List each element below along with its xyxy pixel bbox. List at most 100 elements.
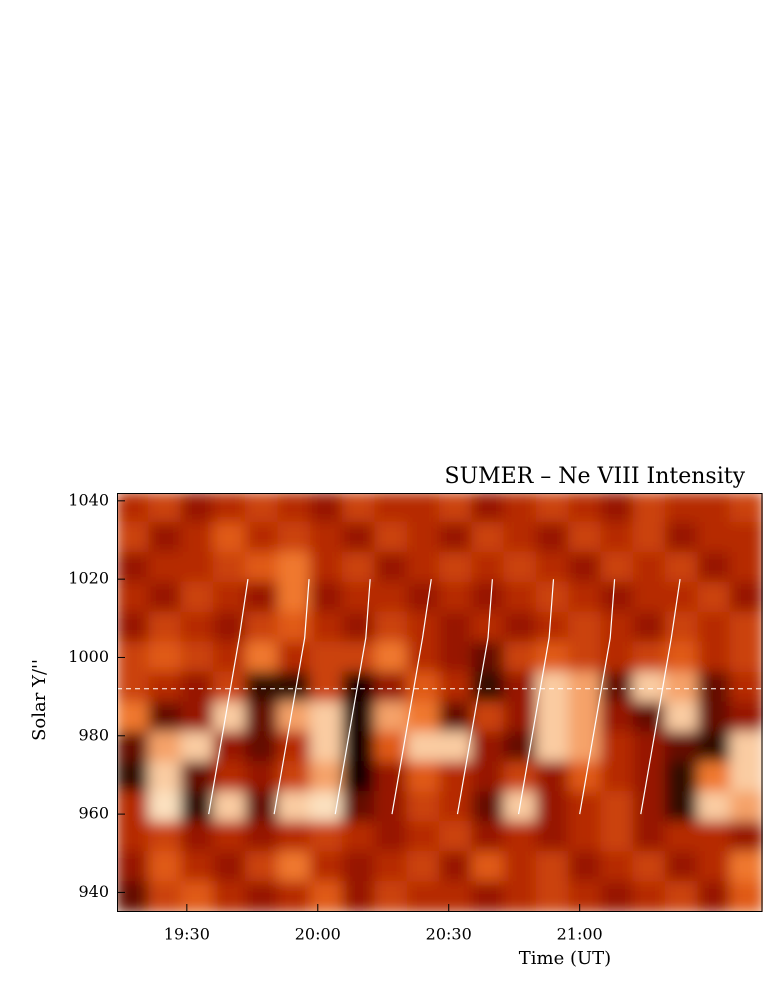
heatmap-cell xyxy=(180,851,215,884)
heatmap-cell xyxy=(729,881,763,912)
heatmap-cell xyxy=(245,731,280,764)
heatmap-cell xyxy=(471,701,506,734)
fit-line xyxy=(579,579,616,815)
heatmap-cell xyxy=(439,761,474,794)
heatmap-cell xyxy=(503,761,538,794)
heatmap-cell xyxy=(117,671,151,704)
heatmap-cell xyxy=(535,821,571,854)
heatmap-cell xyxy=(406,581,441,614)
heatmap-cell xyxy=(600,671,635,704)
heatmap-cell xyxy=(697,851,732,884)
heatmap-cell xyxy=(117,581,151,614)
heatmap-cell xyxy=(568,761,603,794)
y-axis-label: Solar Y/'' xyxy=(29,659,50,741)
heatmap-cell xyxy=(117,761,151,794)
heatmap-cell xyxy=(632,791,668,824)
heatmap-cell xyxy=(697,493,732,524)
heatmap-cell xyxy=(600,761,635,794)
heatmap-cell xyxy=(471,761,506,794)
fit-line xyxy=(456,579,493,815)
heatmap-cell xyxy=(729,731,763,764)
heatmap-cell xyxy=(568,611,603,644)
heatmap-cell xyxy=(148,521,183,554)
heatmap-cell xyxy=(729,581,763,614)
heatmap-cell xyxy=(535,701,571,734)
heatmap-cell xyxy=(245,851,280,884)
heatmap-cell xyxy=(697,881,732,912)
heatmap-cell xyxy=(568,671,603,704)
heatmap-cell xyxy=(600,881,635,912)
heatmap-cell xyxy=(309,881,345,912)
heatmap-cell xyxy=(212,761,248,794)
y-tick-label: 1040 xyxy=(68,490,109,509)
heatmap-cell xyxy=(374,551,409,584)
heatmap-cell xyxy=(342,611,377,644)
heatmap-cell xyxy=(309,493,345,524)
heatmap-cell xyxy=(665,791,700,824)
heatmap-cell xyxy=(568,791,603,824)
heatmap-cell xyxy=(342,731,377,764)
heatmap-cell xyxy=(342,493,377,524)
heatmap-cell xyxy=(245,791,280,824)
heatmap-cell xyxy=(212,521,248,554)
heatmap-cell xyxy=(406,881,441,912)
heatmap-cell xyxy=(406,791,441,824)
heatmap-cell xyxy=(245,521,280,554)
heatmap-cell xyxy=(342,851,377,884)
heatmap-cell xyxy=(439,671,474,704)
heatmap-cell xyxy=(309,671,345,704)
heatmap-cell xyxy=(180,641,215,674)
heatmap-cell xyxy=(697,581,732,614)
heatmap-cell xyxy=(342,881,377,912)
heatmap-cell xyxy=(180,551,215,584)
heatmap-cell xyxy=(665,641,700,674)
heatmap-cell xyxy=(245,493,280,524)
heatmap-cell xyxy=(277,641,312,674)
heatmap-cell xyxy=(148,731,183,764)
heatmap-cell xyxy=(535,521,571,554)
heatmap-cell xyxy=(180,821,215,854)
fit-line xyxy=(640,579,681,815)
heatmap-cell xyxy=(148,611,183,644)
heatmap-cell xyxy=(148,701,183,734)
heatmap-cell xyxy=(277,551,312,584)
y-tick-label: 960 xyxy=(78,804,109,823)
heatmap-cell xyxy=(406,641,441,674)
heatmap-cell xyxy=(117,791,151,824)
heatmap-cell xyxy=(148,671,183,704)
heatmap-cell xyxy=(729,611,763,644)
heatmap-cell xyxy=(471,821,506,854)
heatmap-cell xyxy=(212,493,248,524)
heatmap-cell xyxy=(180,731,215,764)
heatmap-cell xyxy=(277,881,312,912)
heatmap-cell xyxy=(180,761,215,794)
heatmap-cell xyxy=(309,581,345,614)
heatmap-cell xyxy=(148,821,183,854)
heatmap-cell xyxy=(212,851,248,884)
heatmap-cell xyxy=(212,611,248,644)
heatmap-cell xyxy=(245,551,280,584)
heatmap-cell xyxy=(503,551,538,584)
heatmap-cell xyxy=(245,581,280,614)
y-tick-label: 1020 xyxy=(68,569,109,588)
fit-line xyxy=(273,579,310,815)
heatmap-cell xyxy=(568,851,603,884)
heatmap-cell xyxy=(600,791,635,824)
heatmap-cell xyxy=(471,791,506,824)
heatmap-cell xyxy=(439,581,474,614)
heatmap-cell xyxy=(180,701,215,734)
heatmap-cell xyxy=(632,581,668,614)
heatmap-cell xyxy=(117,821,151,854)
heatmap-cell xyxy=(632,881,668,912)
heatmap-cell xyxy=(503,611,538,644)
heatmap-cell xyxy=(212,821,248,854)
heatmap-cell xyxy=(503,851,538,884)
heatmap-cell xyxy=(117,551,151,584)
heatmap-cell xyxy=(245,881,280,912)
heatmap-cell xyxy=(117,881,151,912)
heatmap-cell xyxy=(180,791,215,824)
heatmap-cell xyxy=(374,761,409,794)
heatmap-cell xyxy=(471,671,506,704)
heatmap-cell xyxy=(309,851,345,884)
heatmap-cell xyxy=(374,493,409,524)
